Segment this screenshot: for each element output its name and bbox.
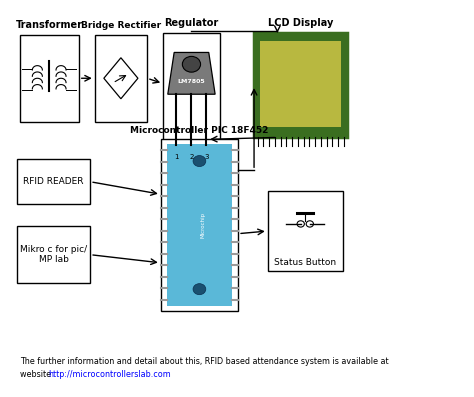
FancyBboxPatch shape [95,35,147,121]
FancyBboxPatch shape [163,33,220,145]
Text: The further information and detail about this, RFID based attendance system is a: The further information and detail about… [19,357,388,366]
FancyBboxPatch shape [18,226,90,283]
Text: website: website [19,370,53,379]
Text: LCD Display: LCD Display [268,18,333,28]
Text: 2: 2 [189,154,194,160]
FancyBboxPatch shape [254,33,347,137]
Polygon shape [168,52,215,94]
Text: Bridge Rectifier: Bridge Rectifier [81,21,161,30]
Circle shape [193,156,206,167]
Text: Transformer: Transformer [16,20,82,30]
Text: Mikro c for pic/
MP lab: Mikro c for pic/ MP lab [20,245,87,264]
FancyBboxPatch shape [167,145,232,306]
FancyBboxPatch shape [268,191,343,272]
Text: RFID READER: RFID READER [24,177,84,186]
Text: Regulator: Regulator [164,18,219,28]
FancyBboxPatch shape [161,139,238,311]
Text: 1: 1 [174,154,179,160]
FancyBboxPatch shape [18,159,90,204]
FancyBboxPatch shape [19,35,79,121]
Text: LM7805: LM7805 [178,79,205,84]
Text: 3: 3 [204,154,209,160]
Circle shape [193,283,206,295]
Circle shape [182,56,201,72]
Text: Microchip: Microchip [201,212,206,238]
FancyBboxPatch shape [260,40,341,127]
Text: Status Button: Status Button [274,258,337,267]
Text: Microcontroller PIC 18F452: Microcontroller PIC 18F452 [130,125,269,135]
Text: http://microcontrollerslab.com: http://microcontrollerslab.com [49,370,172,379]
